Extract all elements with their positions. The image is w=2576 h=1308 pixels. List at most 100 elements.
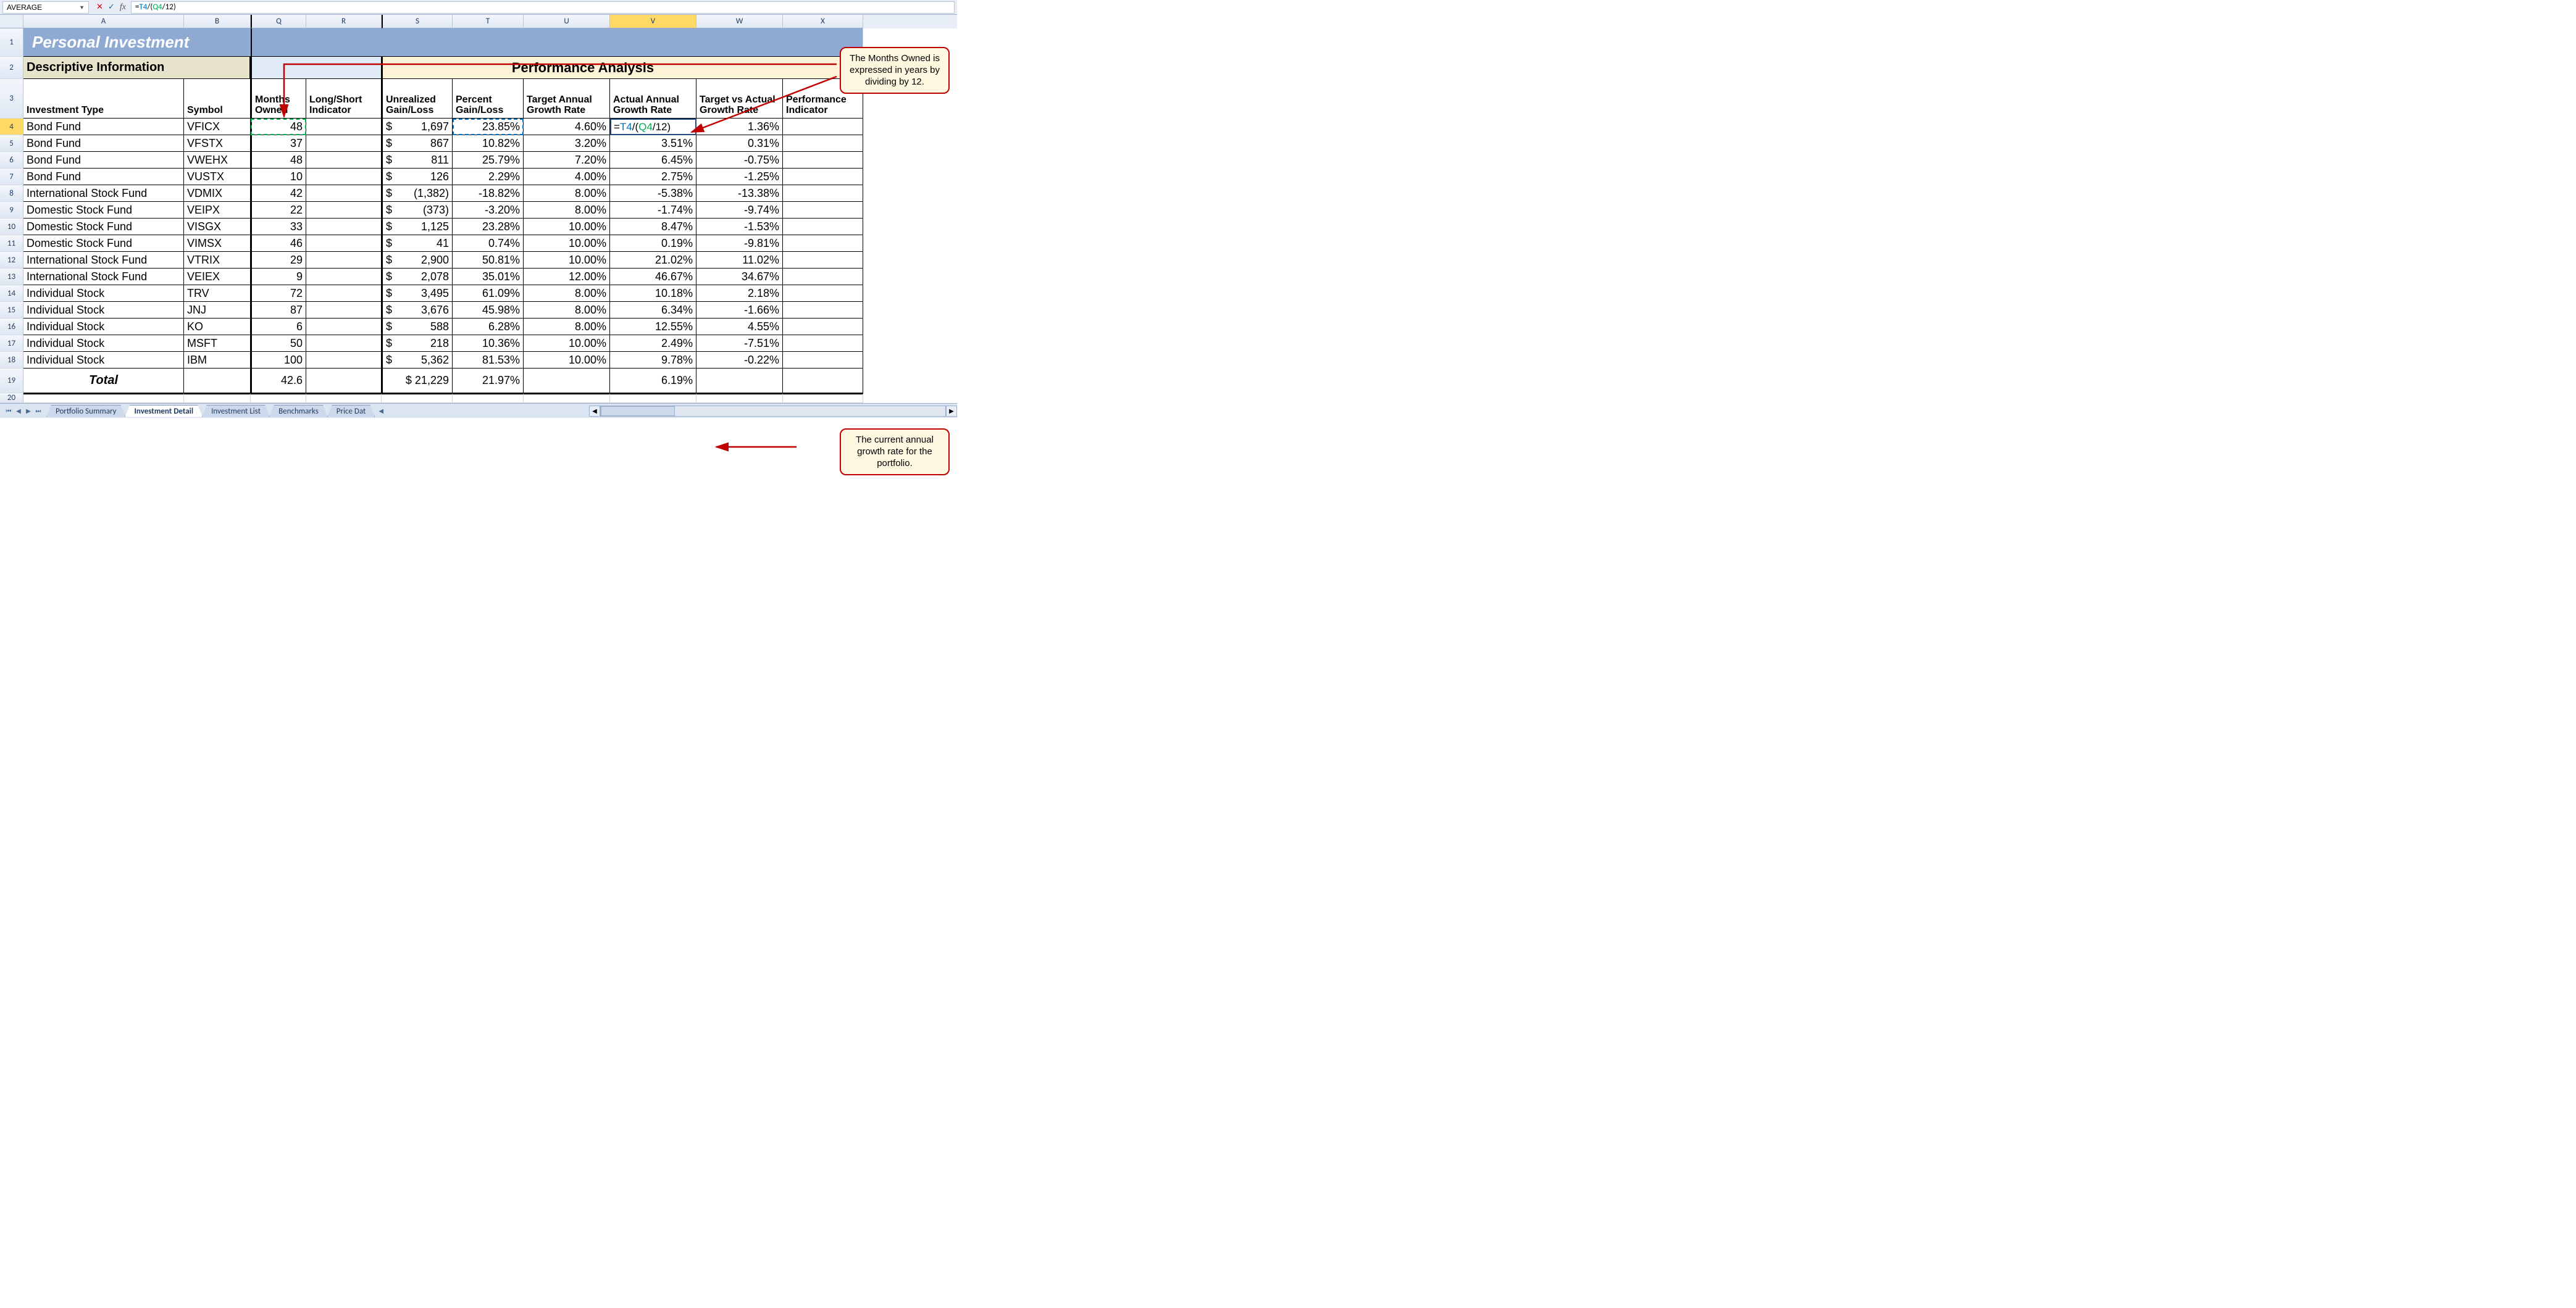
- cell[interactable]: Bond Fund: [23, 152, 184, 169]
- row-header-19[interactable]: 19: [0, 369, 23, 393]
- cell[interactable]: [306, 185, 382, 202]
- cell[interactable]: Individual Stock: [23, 352, 184, 369]
- cell[interactable]: [306, 169, 382, 185]
- cell[interactable]: 6: [251, 319, 306, 335]
- row-header-13[interactable]: 13: [0, 269, 23, 285]
- cell[interactable]: 6.28%: [453, 319, 524, 335]
- cell[interactable]: Domestic Stock Fund: [23, 202, 184, 219]
- cell[interactable]: [783, 219, 863, 235]
- cell[interactable]: 87: [251, 302, 306, 319]
- cell[interactable]: VDMIX: [184, 185, 251, 202]
- editing-cell[interactable]: =T4/(Q4/12): [610, 119, 696, 135]
- cell[interactable]: [696, 369, 783, 393]
- cells-area[interactable]: Personal InvestmentDescriptive Informati…: [23, 28, 863, 403]
- row-header-7[interactable]: 7: [0, 169, 23, 185]
- cell[interactable]: 50.81%: [453, 252, 524, 269]
- title-cell[interactable]: Personal Investment: [23, 28, 251, 57]
- cell[interactable]: -1.53%: [696, 219, 783, 235]
- cell[interactable]: 10.00%: [524, 352, 610, 369]
- cell[interactable]: [306, 369, 382, 393]
- cell[interactable]: 22: [251, 202, 306, 219]
- row-header-14[interactable]: 14: [0, 285, 23, 302]
- cell[interactable]: MSFT: [184, 335, 251, 352]
- row-header-10[interactable]: 10: [0, 219, 23, 235]
- cell[interactable]: Individual Stock: [23, 285, 184, 302]
- col-header-U[interactable]: U: [524, 15, 610, 28]
- cell[interactable]: 48: [251, 119, 306, 135]
- cell[interactable]: [783, 393, 863, 403]
- cell[interactable]: $1,697: [382, 119, 453, 135]
- cell[interactable]: Individual Stock: [23, 319, 184, 335]
- cell[interactable]: [306, 202, 382, 219]
- cell[interactable]: [783, 252, 863, 269]
- cell[interactable]: Domestic Stock Fund: [23, 219, 184, 235]
- col-header-A[interactable]: A: [23, 15, 184, 28]
- cell[interactable]: 10: [251, 169, 306, 185]
- cell[interactable]: -0.75%: [696, 152, 783, 169]
- row-header-17[interactable]: 17: [0, 335, 23, 352]
- cell[interactable]: JNJ: [184, 302, 251, 319]
- cell[interactable]: $811: [382, 152, 453, 169]
- sheet-tab[interactable]: Investment List: [202, 405, 270, 417]
- row-header-8[interactable]: 8: [0, 185, 23, 202]
- row-header-9[interactable]: 9: [0, 202, 23, 219]
- cell[interactable]: VUSTX: [184, 169, 251, 185]
- tab-next-icon[interactable]: ▶: [23, 406, 33, 416]
- select-all-corner[interactable]: [0, 15, 23, 28]
- cell[interactable]: 2.29%: [453, 169, 524, 185]
- cell[interactable]: 21.02%: [610, 252, 696, 269]
- row-header-18[interactable]: 18: [0, 352, 23, 369]
- header-h_ugl[interactable]: Unrealized Gain/Loss: [382, 79, 453, 119]
- enter-icon[interactable]: ✓: [108, 2, 115, 12]
- row-header-16[interactable]: 16: [0, 319, 23, 335]
- row-header-12[interactable]: 12: [0, 252, 23, 269]
- cell[interactable]: 0.31%: [696, 135, 783, 152]
- col-header-S[interactable]: S: [382, 15, 453, 28]
- cell[interactable]: $2,078: [382, 269, 453, 285]
- cell[interactable]: $3,676: [382, 302, 453, 319]
- cell[interactable]: [783, 135, 863, 152]
- cell[interactable]: -9.74%: [696, 202, 783, 219]
- cell[interactable]: VEIPX: [184, 202, 251, 219]
- fx-icon[interactable]: fx: [120, 2, 126, 12]
- cell[interactable]: [306, 252, 382, 269]
- cell[interactable]: $218: [382, 335, 453, 352]
- cell[interactable]: 10.18%: [610, 285, 696, 302]
- row-header-11[interactable]: 11: [0, 235, 23, 252]
- cell[interactable]: 0.74%: [453, 235, 524, 252]
- cell[interactable]: [783, 319, 863, 335]
- cell[interactable]: VFICX: [184, 119, 251, 135]
- cell[interactable]: [783, 352, 863, 369]
- performance-analysis-header[interactable]: Performance Analysis: [382, 57, 783, 79]
- cell[interactable]: 42.6: [251, 369, 306, 393]
- cell[interactable]: [306, 302, 382, 319]
- cell[interactable]: 35.01%: [453, 269, 524, 285]
- tab-scroll-left-icon[interactable]: ◀: [375, 407, 387, 415]
- cell[interactable]: [306, 269, 382, 285]
- cell[interactable]: [184, 393, 251, 403]
- cell[interactable]: 10.36%: [453, 335, 524, 352]
- row-header-4[interactable]: 4: [0, 119, 23, 135]
- cell[interactable]: -7.51%: [696, 335, 783, 352]
- cell[interactable]: 45.98%: [453, 302, 524, 319]
- cell[interactable]: $3,495: [382, 285, 453, 302]
- cell[interactable]: VTRIX: [184, 252, 251, 269]
- cell[interactable]: 8.00%: [524, 185, 610, 202]
- horizontal-scrollbar[interactable]: ◀ ▶: [589, 406, 957, 417]
- col-header-V[interactable]: V: [610, 15, 696, 28]
- scroll-left-button[interactable]: ◀: [589, 406, 600, 417]
- cell[interactable]: [524, 393, 610, 403]
- cell[interactable]: 9: [251, 269, 306, 285]
- cell[interactable]: 46.67%: [610, 269, 696, 285]
- cell[interactable]: [453, 393, 524, 403]
- cell[interactable]: VWEHX: [184, 152, 251, 169]
- cell[interactable]: -3.20%: [453, 202, 524, 219]
- cell[interactable]: [184, 369, 251, 393]
- cell[interactable]: 7.20%: [524, 152, 610, 169]
- col-header-Q[interactable]: Q: [251, 15, 306, 28]
- row-header-1[interactable]: 1: [0, 28, 23, 57]
- cell[interactable]: 8.00%: [524, 202, 610, 219]
- cell[interactable]: [783, 119, 863, 135]
- sheet-tab[interactable]: Benchmarks: [269, 405, 328, 417]
- scroll-track[interactable]: [600, 406, 946, 417]
